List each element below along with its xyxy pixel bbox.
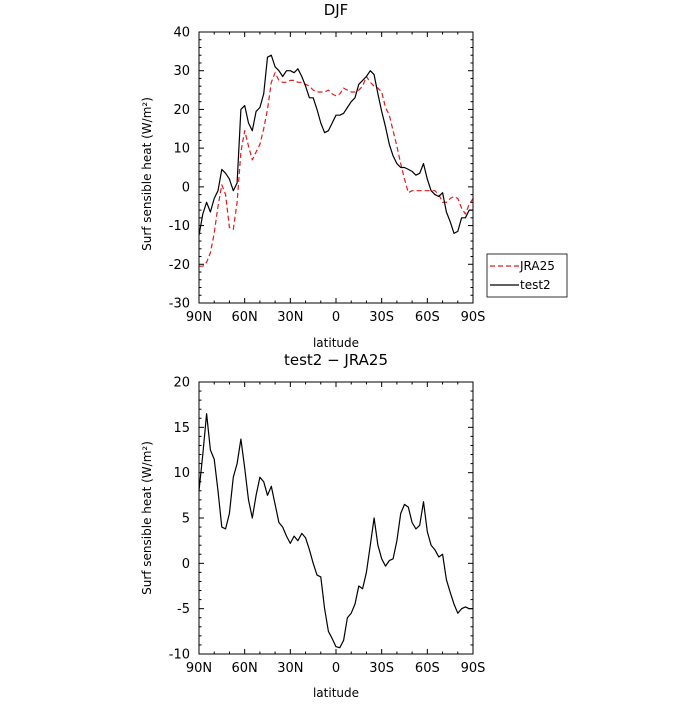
x-tick-label: 60N bbox=[232, 310, 258, 325]
x-tick-label: 60N bbox=[232, 661, 258, 676]
series-line-jra25 bbox=[199, 72, 474, 267]
x-tick-label: 90N bbox=[186, 310, 212, 325]
panel-difference: test2 − JRA25 90N 60N 30N 0 30S 60S 90S -10 -5 0 5… bbox=[140, 351, 485, 700]
x-tick-label: 90S bbox=[461, 661, 486, 676]
y-tick-label: 40 bbox=[173, 26, 190, 41]
x-tick-label: 60S bbox=[415, 310, 440, 325]
x-tick-label: 30N bbox=[277, 310, 303, 325]
x-tick-label: 90S bbox=[461, 310, 486, 325]
legend: JRA25 test2 bbox=[486, 253, 568, 298]
panel-title: test2 − JRA25 bbox=[284, 351, 388, 369]
y-axis-label: Surf sensible heat (W/m²) bbox=[140, 97, 154, 251]
plot-area: 90N 60N 30N 0 30S 60S 90S -30 -20 -10 0 10 20 30 40 bbox=[169, 26, 486, 326]
y-tick-label: 10 bbox=[173, 142, 190, 157]
y-axis-label: Surf sensible heat (W/m²) bbox=[140, 441, 154, 595]
x-axis-label: latitude bbox=[313, 336, 359, 350]
x-tick-label: 60S bbox=[415, 661, 440, 676]
series-line-test2 bbox=[198, 54, 473, 236]
legend-box bbox=[486, 253, 568, 298]
series-line-0 bbox=[198, 413, 473, 649]
y-tick-label: 10 bbox=[173, 466, 190, 481]
x-tick-label: 0 bbox=[332, 310, 340, 325]
y-tick-label: -5 bbox=[177, 602, 190, 617]
y-tick-label: -30 bbox=[169, 297, 190, 312]
x-axis-label: latitude bbox=[313, 686, 359, 700]
plot-area: 90N 60N 30N 0 30S 60S 90S -10 -5 0 5 10 15 20 bbox=[169, 376, 486, 677]
y-tick-label: 5 bbox=[182, 512, 190, 527]
y-tick-label: 0 bbox=[182, 557, 190, 572]
y-tick-label: 0 bbox=[182, 180, 190, 195]
y-tick-label: 15 bbox=[173, 421, 190, 436]
y-tick-label: 30 bbox=[173, 64, 190, 79]
y-tick-label: -20 bbox=[169, 258, 190, 273]
y-tick-label: 20 bbox=[173, 103, 190, 118]
y-tick-label: -10 bbox=[169, 219, 190, 234]
panel-title: DJF bbox=[324, 1, 349, 19]
legend-label-test2: test2 bbox=[520, 278, 551, 292]
x-tick-label: 0 bbox=[332, 661, 340, 676]
x-tick-label: 30S bbox=[369, 310, 394, 325]
panel-djf: DJF 90N 60N 30N 0 30S 60S 90S -30 -20 -10 0 10 20 30 4… bbox=[140, 1, 568, 350]
y-tick-label: -10 bbox=[169, 648, 190, 663]
x-tick-label: 30N bbox=[277, 661, 303, 676]
legend-label-jra25: JRA25 bbox=[519, 259, 555, 273]
y-tick-label: 20 bbox=[173, 376, 190, 391]
x-tick-label: 30S bbox=[369, 661, 394, 676]
x-tick-label: 90N bbox=[186, 661, 212, 676]
